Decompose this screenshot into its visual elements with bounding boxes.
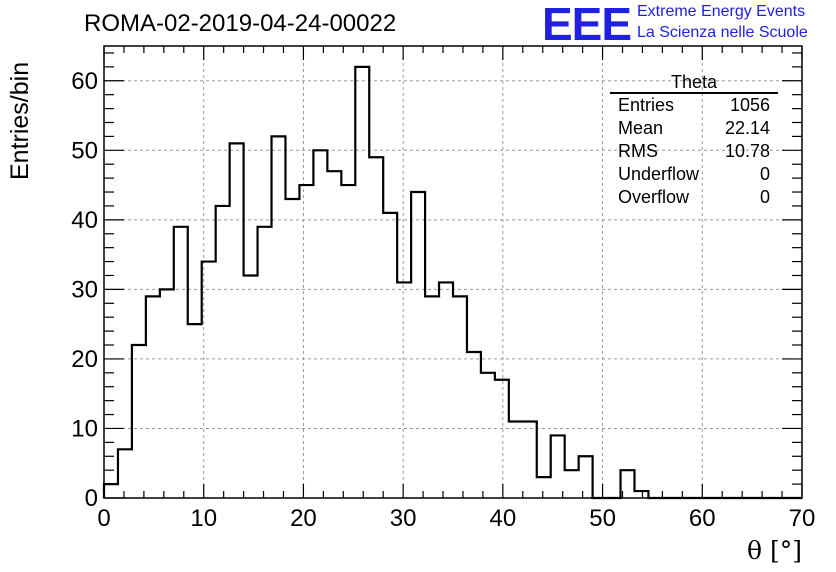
- x-tick-label: 0: [97, 505, 110, 532]
- histogram-bin: [341, 185, 355, 498]
- y-tick-label: 60: [71, 68, 98, 95]
- x-tick-label: 60: [689, 505, 716, 532]
- histogram-bin: [425, 296, 439, 498]
- histogram-bin: [481, 373, 495, 498]
- histogram-bin: [579, 456, 593, 498]
- y-axis-label: Entries/bin: [6, 61, 34, 180]
- stats-value: 0: [759, 164, 770, 184]
- stats-row: Mean 22.14: [610, 117, 778, 140]
- x-tick-label: 10: [190, 505, 217, 532]
- histogram-bars: [102, 65, 802, 500]
- stats-label: RMS: [618, 141, 658, 161]
- y-tick-label: 0: [85, 485, 98, 512]
- x-tick-label: 40: [490, 505, 517, 532]
- histogram-bin: [272, 136, 286, 498]
- stats-row: Entries 1056: [610, 94, 778, 117]
- histogram-bin: [551, 435, 565, 498]
- y-tick-label: 20: [71, 346, 98, 373]
- histogram-bin: [174, 227, 188, 498]
- x-tick-label: 70: [789, 505, 816, 532]
- x-tick-label: 50: [589, 505, 616, 532]
- x-tick-label: 20: [290, 505, 317, 532]
- axes: [103, 45, 803, 499]
- stats-label: Entries: [618, 95, 675, 115]
- histogram-bin: [188, 324, 202, 498]
- eee-logo: EEE: [542, 0, 632, 50]
- stats-title: Theta: [610, 72, 778, 94]
- histogram-bin: [104, 484, 118, 498]
- histogram-bin: [160, 289, 174, 498]
- histogram-bin: [523, 422, 537, 498]
- histogram-bin: [397, 282, 411, 498]
- histogram-bin: [258, 227, 272, 498]
- histogram-bin: [495, 380, 509, 498]
- logo-text-line2: La Scienza nelle Scuole: [637, 24, 808, 41]
- stats-box: Theta Entries 1056 Mean 22.14 RMS 10.78 …: [610, 72, 778, 209]
- histogram-bin: [118, 449, 132, 498]
- plot-frame: [103, 45, 803, 499]
- histogram-bin: [467, 352, 481, 498]
- stats-label: Underflow: [618, 164, 700, 184]
- stats-row: Overflow 0: [610, 186, 778, 209]
- x-axis-label: θ [°]: [746, 536, 802, 565]
- stats-value: 22.14: [724, 118, 770, 138]
- y-tick-label: 30: [71, 276, 98, 303]
- histogram-bin: [244, 275, 258, 498]
- histogram-bin: [369, 157, 383, 498]
- stats-value: 1056: [729, 95, 770, 115]
- y-tick-label: 40: [71, 207, 98, 234]
- y-tick-label: 10: [71, 415, 98, 442]
- tick-labels: 0 10 20 30 40 50 60 70 0 10 20 30 40 50 60: [71, 68, 815, 532]
- stats-value: 10.78: [724, 141, 770, 161]
- histogram-bin: [146, 296, 160, 498]
- stats-row: RMS 10.78: [610, 140, 778, 163]
- stats-label: Mean: [618, 118, 664, 138]
- histogram-bin: [439, 282, 453, 498]
- stats-value: 0: [759, 187, 770, 207]
- histogram-bin: [509, 422, 523, 498]
- histogram-bin: [537, 477, 551, 498]
- stats-row: Underflow 0: [610, 163, 778, 186]
- histogram-bin: [453, 296, 467, 498]
- histogram-bin: [216, 206, 230, 498]
- histogram-outline: [102, 65, 802, 500]
- chart-title: ROMA-02-2019-04-24-00022: [84, 10, 397, 37]
- histogram-bin: [285, 199, 299, 498]
- histogram-bin: [411, 192, 425, 498]
- histogram-bin: [313, 150, 327, 498]
- histogram-bin: [565, 470, 579, 498]
- histogram-bin: [299, 185, 313, 498]
- histogram-bin: [383, 213, 397, 498]
- histogram-bin: [230, 143, 244, 498]
- x-tick-label: 30: [390, 505, 417, 532]
- histogram-bin: [132, 345, 146, 498]
- logo-text-line1: Extreme Energy Events: [637, 3, 806, 20]
- stats-label: Overflow: [618, 187, 690, 207]
- y-tick-label: 50: [71, 137, 98, 164]
- histogram-bin: [355, 67, 369, 498]
